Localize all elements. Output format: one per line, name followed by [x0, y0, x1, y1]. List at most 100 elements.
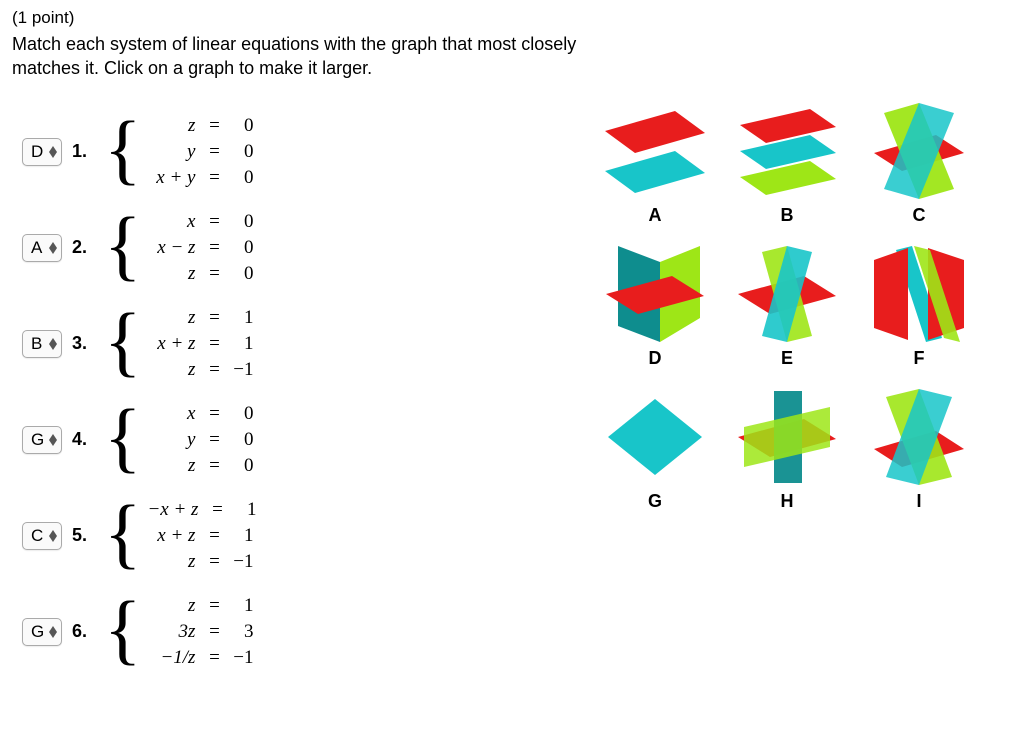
stepper-icon: [49, 434, 57, 446]
equals-sign: =: [205, 333, 223, 355]
eqn-rhs: 3: [223, 621, 253, 643]
eqn-lhs: z: [147, 115, 205, 137]
eqn-lhs: y: [147, 141, 205, 163]
eqn-rhs: 1: [223, 333, 253, 355]
eqn-lhs: z: [147, 455, 205, 477]
eqn-rhs: 0: [223, 263, 253, 285]
answer-value: G: [31, 622, 45, 642]
graph-thumb-h[interactable]: [732, 389, 842, 485]
equation-system: { x=0 x − z=0 z=0: [104, 209, 253, 287]
question-row: C 5. { −x + z=1 x + z=1 z=−1: [22, 497, 572, 575]
equals-sign: =: [208, 499, 226, 521]
graph-thumb-g[interactable]: [600, 389, 710, 485]
graph-thumb-a[interactable]: [600, 103, 710, 199]
equals-sign: =: [205, 621, 223, 643]
question-row: G 6. { z=1 3z=3 −1/z=−1: [22, 593, 572, 671]
equals-sign: =: [205, 429, 223, 451]
equals-sign: =: [205, 647, 223, 669]
graph-label: F: [864, 348, 974, 369]
eqn-lhs: z: [147, 359, 205, 381]
question-row: D 1. { z=0 y=0 x + y=0: [22, 113, 572, 191]
thumbnails-column: A B: [600, 103, 980, 526]
answer-value: D: [31, 142, 45, 162]
answer-value: B: [31, 334, 45, 354]
eqn-rhs: 0: [223, 455, 253, 477]
brace-icon: {: [104, 214, 141, 276]
eqn-rhs: 0: [223, 403, 253, 425]
equals-sign: =: [205, 141, 223, 163]
answer-select-4[interactable]: G: [22, 426, 62, 454]
question-number: 2.: [72, 237, 90, 258]
equals-sign: =: [205, 403, 223, 425]
eqn-lhs: −x + z: [147, 499, 208, 521]
question-number: 5.: [72, 525, 90, 546]
equals-sign: =: [205, 551, 223, 573]
graph-label: E: [732, 348, 842, 369]
eqn-lhs: x: [147, 211, 205, 233]
graph-thumb-b[interactable]: [732, 103, 842, 199]
equals-sign: =: [205, 263, 223, 285]
equals-sign: =: [205, 307, 223, 329]
equals-sign: =: [205, 115, 223, 137]
graph-thumb-d[interactable]: [600, 246, 710, 342]
equals-sign: =: [205, 211, 223, 233]
brace-icon: {: [104, 598, 141, 660]
graph-label: H: [732, 491, 842, 512]
eqn-lhs: z: [147, 263, 205, 285]
answer-select-5[interactable]: C: [22, 522, 62, 550]
eqn-rhs: −1: [223, 359, 253, 381]
eqn-lhs: x + y: [147, 167, 205, 189]
eqn-lhs: −1/z: [147, 647, 205, 669]
eqn-rhs: −1: [223, 647, 253, 669]
eqn-lhs: z: [147, 307, 205, 329]
eqn-rhs: 0: [223, 141, 253, 163]
graph-label: A: [600, 205, 710, 226]
graph-label: I: [864, 491, 974, 512]
question-row: A 2. { x=0 x − z=0 z=0: [22, 209, 572, 287]
eqn-rhs: 1: [223, 307, 253, 329]
graph-thumb-i[interactable]: [864, 389, 974, 485]
graph-thumb-f[interactable]: [864, 246, 974, 342]
eqn-lhs: x + z: [147, 333, 205, 355]
answer-select-6[interactable]: G: [22, 618, 62, 646]
equals-sign: =: [205, 595, 223, 617]
graph-label: D: [600, 348, 710, 369]
eqn-rhs: 0: [223, 115, 253, 137]
graph-thumb-e[interactable]: [732, 246, 842, 342]
eqn-rhs: 0: [223, 237, 253, 259]
eqn-rhs: 1: [223, 525, 253, 547]
question-row: G 4. { x=0 y=0 z=0: [22, 401, 572, 479]
answer-select-2[interactable]: A: [22, 234, 62, 262]
question-row: B 3. { z=1 x + z=1 z=−1: [22, 305, 572, 383]
graph-label: C: [864, 205, 974, 226]
eqn-rhs: 0: [223, 211, 253, 233]
equals-sign: =: [205, 525, 223, 547]
brace-icon: {: [104, 310, 141, 372]
answer-select-1[interactable]: D: [22, 138, 62, 166]
answer-select-3[interactable]: B: [22, 330, 62, 358]
eqn-lhs: x + z: [147, 525, 205, 547]
answer-value: C: [31, 526, 45, 546]
stepper-icon: [49, 530, 57, 542]
equals-sign: =: [205, 237, 223, 259]
equals-sign: =: [205, 359, 223, 381]
stepper-icon: [49, 242, 57, 254]
eqn-lhs: z: [147, 551, 205, 573]
eqn-lhs: x: [147, 403, 205, 425]
points-label: (1 point): [12, 8, 1012, 28]
eqn-lhs: y: [147, 429, 205, 451]
eqn-lhs: x − z: [147, 237, 205, 259]
graph-thumb-c[interactable]: [864, 103, 974, 199]
brace-icon: {: [104, 406, 141, 468]
stepper-icon: [49, 626, 57, 638]
stepper-icon: [49, 146, 57, 158]
instructions-text: Match each system of linear equations wi…: [12, 32, 602, 81]
eqn-lhs: z: [147, 595, 205, 617]
eqn-rhs: 0: [223, 167, 253, 189]
graph-label: B: [732, 205, 842, 226]
equals-sign: =: [205, 167, 223, 189]
equation-system: { z=1 3z=3 −1/z=−1: [104, 593, 253, 671]
eqn-rhs: 1: [226, 499, 256, 521]
answer-value: G: [31, 430, 45, 450]
eqn-rhs: 0: [223, 429, 253, 451]
